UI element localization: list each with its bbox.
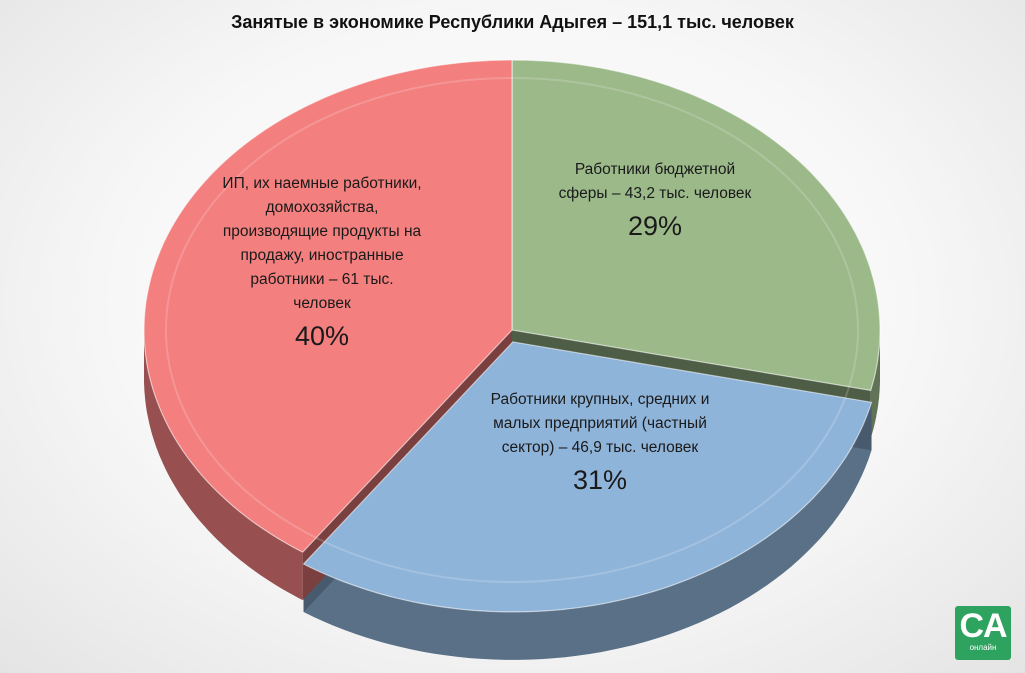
slice-private [302, 341, 873, 613]
slice-label-ip-text: ИП, их наемные работники, домохозяйства,… [222, 175, 422, 312]
slice-percent-private: 31% [572, 465, 628, 495]
logo-subtext: онлайн [969, 643, 997, 652]
slice-label-private: Работники крупных, средних и малых предп… [485, 388, 715, 500]
slice-ip [143, 59, 513, 553]
slice-side-private [303, 402, 872, 660]
chart-title: Занятые в экономике Республики Адыгея – … [231, 12, 794, 32]
brand-logo: CA онлайн [955, 606, 1011, 660]
slice-label-budget-text: Работники бюджетной сферы – 43,2 тыс. че… [558, 161, 752, 202]
slice-side-ip [144, 330, 303, 601]
slice-percent-budget: 29% [627, 211, 683, 241]
slice-label-budget: Работники бюджетной сферы – 43,2 тыс. че… [550, 158, 760, 246]
slice-label-private-text: Работники крупных, средних и малых предп… [490, 391, 710, 456]
pie-highlight-ring [165, 77, 859, 583]
slice-label-ip: ИП, их наемные работники, домохозяйства,… [222, 172, 422, 356]
slice-percent-ip: 40% [294, 321, 350, 351]
slice-side-budget [870, 330, 880, 439]
logo-text: CA [959, 607, 1007, 645]
slice-budget [511, 59, 881, 392]
